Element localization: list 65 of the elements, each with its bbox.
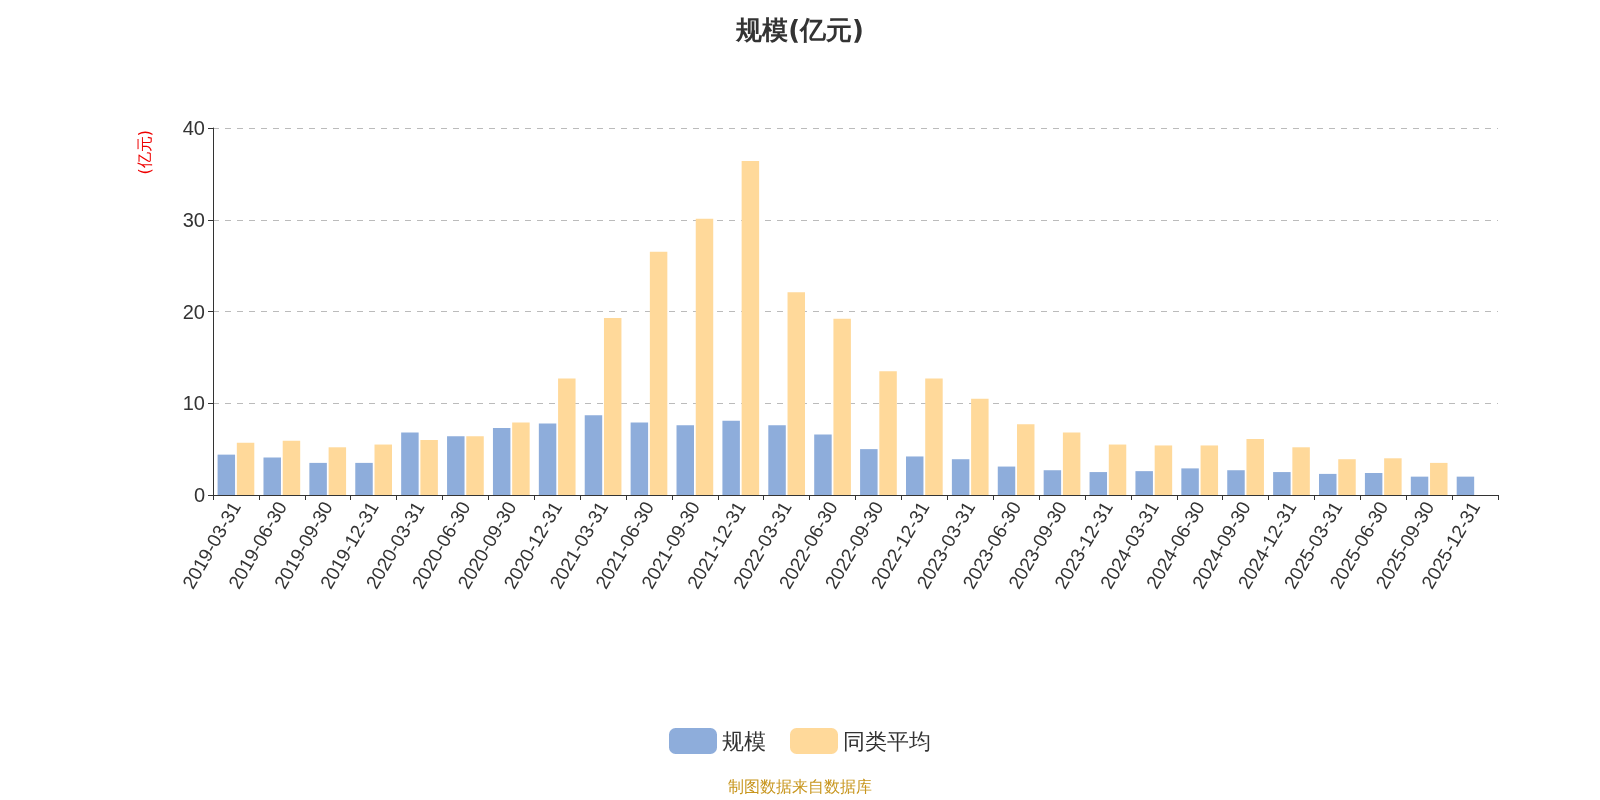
bar	[355, 462, 373, 495]
bar	[649, 251, 668, 495]
text: 制图数据来自数据库	[728, 776, 872, 796]
bar	[1108, 444, 1127, 495]
bar	[236, 442, 255, 495]
bar	[1338, 459, 1356, 495]
bar	[630, 422, 649, 495]
y-tick-label: 0	[193, 484, 205, 506]
bar	[401, 432, 419, 495]
bar	[1043, 470, 1062, 495]
bar	[263, 457, 281, 495]
bar	[722, 420, 740, 495]
bar	[768, 425, 786, 495]
bar	[466, 436, 484, 495]
bar	[1364, 472, 1383, 495]
bar	[741, 161, 760, 495]
bar	[905, 456, 924, 495]
bar	[787, 292, 806, 495]
bar	[695, 218, 714, 495]
chart-title: 规模(亿元)	[735, 15, 864, 45]
bar	[1430, 462, 1448, 495]
legend-label: 同类平均	[843, 728, 931, 754]
bar	[1384, 458, 1402, 495]
bar	[833, 318, 851, 495]
bar	[879, 371, 897, 495]
y-axis-title: (亿元)	[134, 130, 154, 175]
bar	[1292, 447, 1310, 495]
bar	[309, 462, 327, 495]
bar	[971, 398, 989, 495]
bar	[492, 428, 511, 495]
bar	[1089, 472, 1108, 495]
bar	[997, 466, 1016, 495]
bar	[1154, 445, 1173, 495]
bar	[282, 440, 301, 495]
bar	[512, 422, 530, 495]
y-tick-label: 20	[182, 300, 205, 323]
bar	[676, 425, 694, 495]
bar	[1246, 439, 1264, 495]
bar	[420, 439, 438, 495]
bar	[603, 317, 622, 495]
bar	[860, 449, 878, 495]
bar	[1227, 470, 1245, 495]
bar	[1200, 445, 1219, 495]
bar	[1135, 471, 1153, 495]
y-tick-label: 10	[182, 392, 205, 415]
bar	[584, 415, 603, 495]
bar	[538, 423, 557, 495]
bar	[374, 444, 392, 495]
bar	[1456, 476, 1475, 495]
bar	[558, 378, 576, 495]
bar	[814, 434, 832, 495]
bar	[328, 447, 347, 495]
bar	[217, 454, 236, 495]
bar	[1062, 432, 1081, 495]
bar	[951, 459, 970, 495]
y-tick-label: 30	[182, 208, 205, 231]
bar	[1181, 468, 1199, 495]
bar	[925, 378, 943, 495]
bar	[447, 436, 465, 495]
bar	[1410, 476, 1429, 495]
bar	[1017, 424, 1035, 495]
legend-label: 规模	[722, 728, 766, 754]
bar	[1273, 472, 1291, 495]
y-tick-label: 40	[182, 117, 205, 139]
bar	[1319, 473, 1337, 495]
